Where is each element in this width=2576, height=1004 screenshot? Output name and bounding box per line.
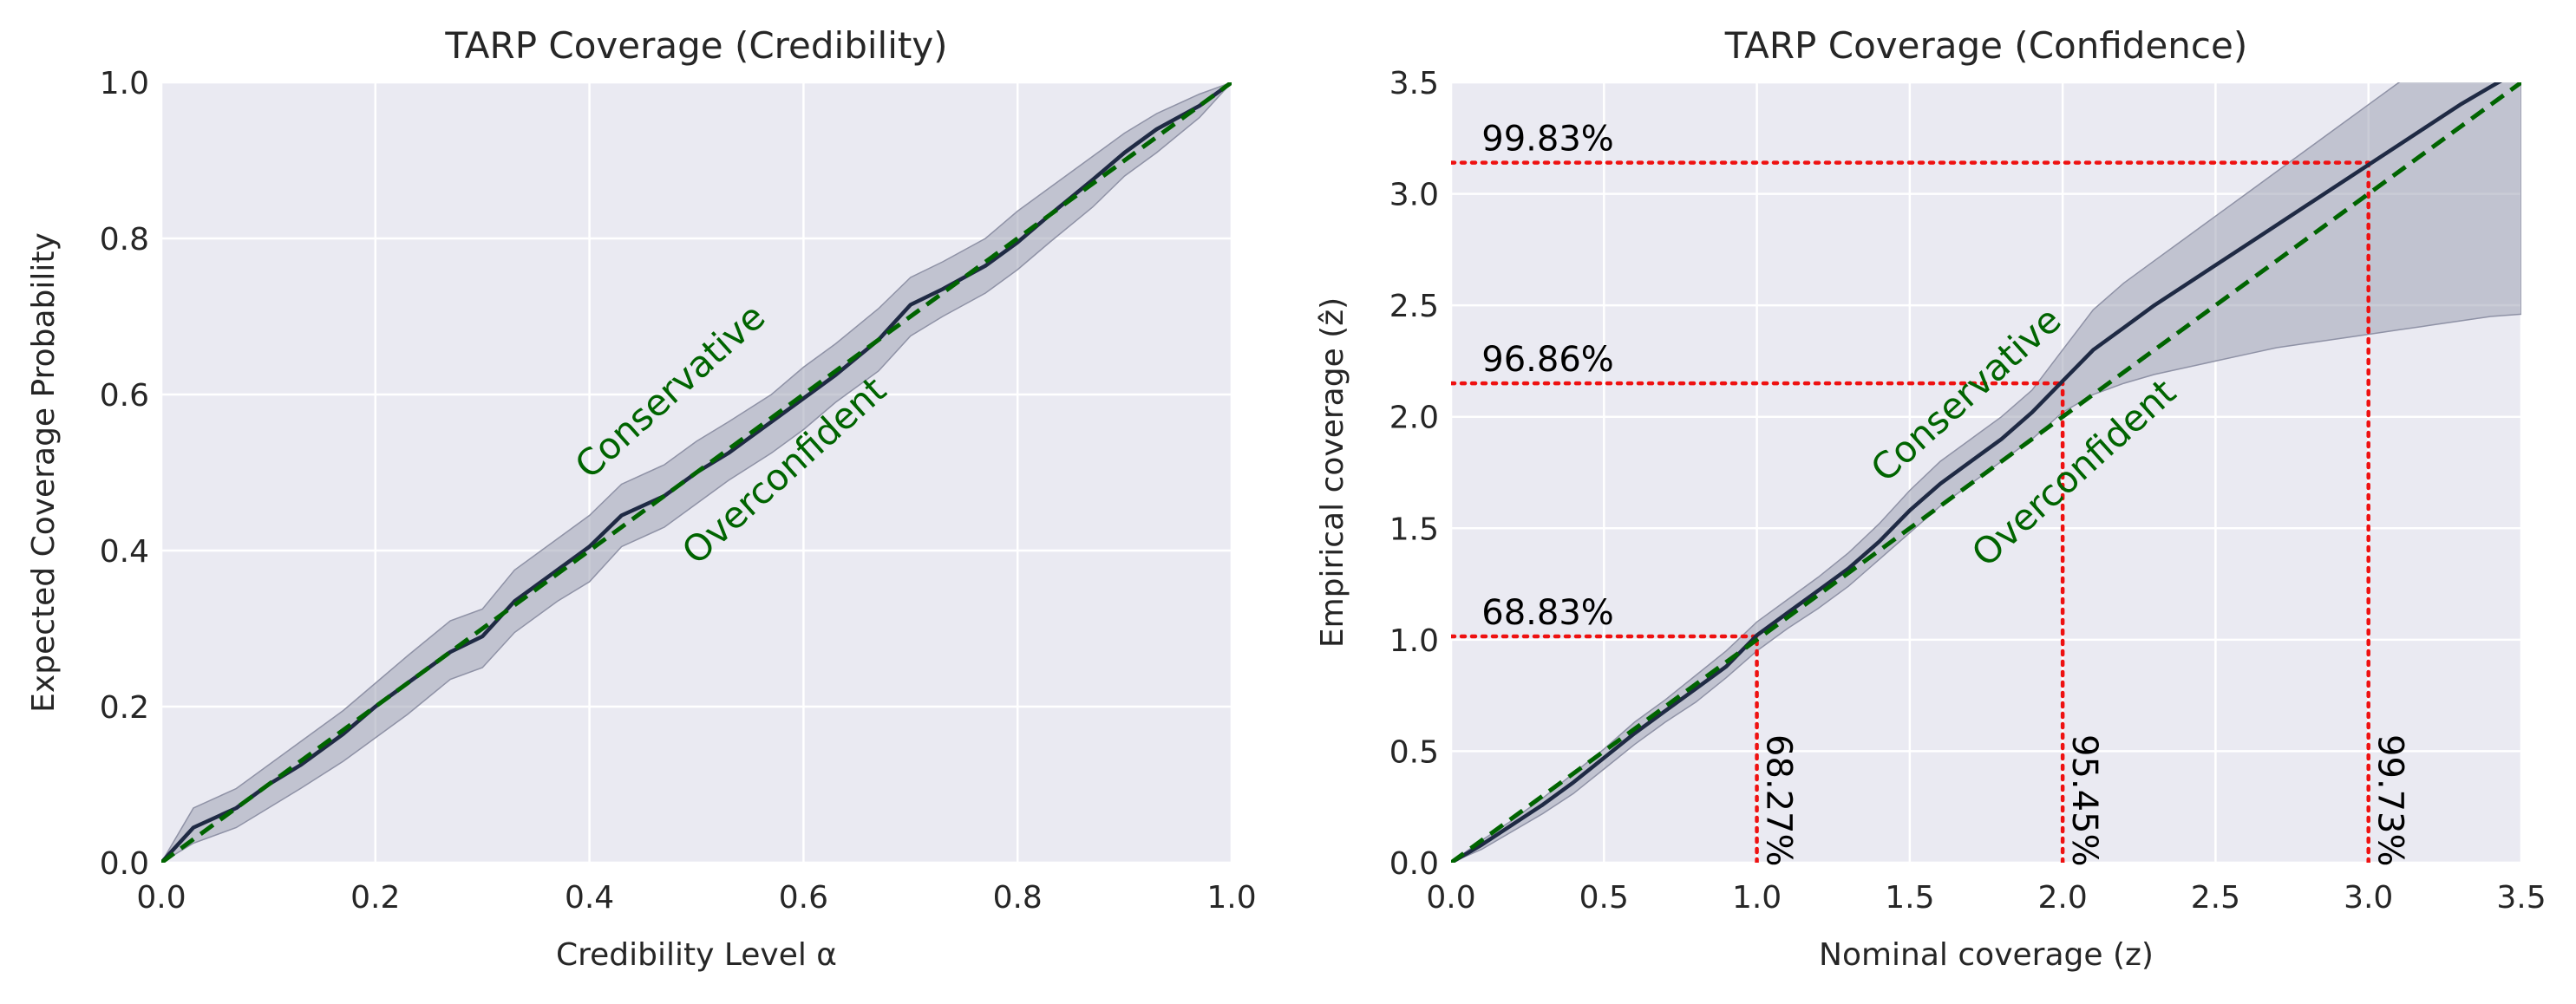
y-axis-label: Empirical coverage (ẑ) <box>1315 297 1350 648</box>
horizontal-percent-label: 68.83% <box>1481 593 1614 633</box>
x-tick-label: 3.5 <box>2496 880 2546 916</box>
y-tick-label: 0.5 <box>1389 734 1439 770</box>
y-tick-label: 1.0 <box>100 66 149 101</box>
y-tick-label: 0.2 <box>100 690 149 726</box>
horizontal-percent-label: 96.86% <box>1481 340 1614 380</box>
plot-area <box>161 82 1232 863</box>
y-tick-label: 2.0 <box>1389 401 1439 436</box>
y-tick-label: 3.0 <box>1389 178 1439 213</box>
x-tick-label: 0.8 <box>993 880 1043 916</box>
y-axis-label: Expected Coverage Probability <box>26 232 62 713</box>
y-tick-label: 0.4 <box>100 534 149 570</box>
y-tick-label: 0.8 <box>100 222 149 258</box>
x-axis-label: Nominal coverage (z) <box>1819 937 2154 973</box>
credibility-panel: 0.0 0.2 0.4 0.6 0.8 1.0 0.0 0.2 0.4 0.6 0.8 1.0 TARP… <box>26 24 1257 973</box>
x-tick-label: 2.5 <box>2191 880 2240 916</box>
confidence-panel: 0.0 0.5 1.0 1.5 2.0 2.5 3.0 3.5 0.0 0.5 1.0 1.5 2.0 2… <box>1315 24 2547 973</box>
y-tick-label: 2.5 <box>1389 289 1439 324</box>
x-tick-label: 0.0 <box>136 880 186 916</box>
vertical-percent-label: 99.73% <box>2370 734 2410 867</box>
plot-area <box>1451 82 2521 863</box>
x-tick-label: 0.5 <box>1579 880 1629 916</box>
y-tick-label: 1.5 <box>1389 512 1439 547</box>
ideal-diagonal-line <box>161 82 1232 863</box>
x-tick-label: 2.0 <box>2038 880 2088 916</box>
x-tick-label: 1.5 <box>1885 880 1934 916</box>
x-tick-label: 0.2 <box>350 880 400 916</box>
y-tick-label: 3.5 <box>1389 66 1439 101</box>
x-tick-label: 1.0 <box>1206 880 1256 916</box>
y-tick-label: 0.0 <box>1389 846 1439 882</box>
chart-title: TARP Coverage (Credibility) <box>444 24 947 67</box>
x-tick-label: 1.0 <box>1732 880 1782 916</box>
vertical-percent-label: 68.27% <box>1759 734 1799 867</box>
x-tick-label: 0.4 <box>565 880 614 916</box>
x-tick-label: 0.6 <box>779 880 828 916</box>
chart-title: TARP Coverage (Confidence) <box>1724 24 2247 67</box>
x-tick-label: 3.0 <box>2344 880 2393 916</box>
empirical-coverage-line <box>1451 82 2502 863</box>
y-tick-label: 1.0 <box>1389 623 1439 659</box>
vertical-percent-label: 95.45% <box>2064 734 2104 867</box>
ideal-diagonal-line <box>1451 82 2521 863</box>
y-tick-label: 0.0 <box>100 846 149 882</box>
x-axis-label: Credibility Level α <box>556 937 837 973</box>
x-tick-label: 0.0 <box>1426 880 1475 916</box>
y-tick-label: 0.6 <box>100 378 149 414</box>
horizontal-percent-label: 99.83% <box>1481 120 1614 160</box>
